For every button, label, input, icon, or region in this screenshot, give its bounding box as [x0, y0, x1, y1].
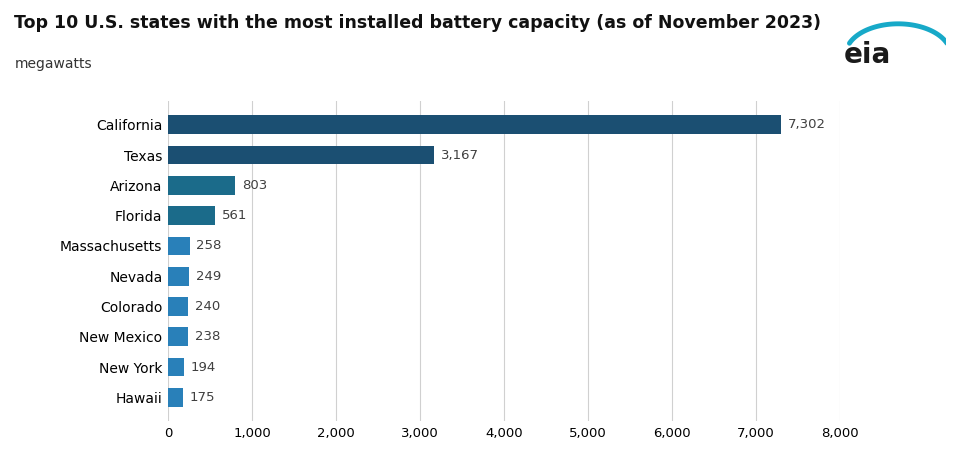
Text: Top 10 U.S. states with the most installed battery capacity (as of November 2023: Top 10 U.S. states with the most install… [14, 14, 822, 32]
Bar [168, 115, 781, 134]
Text: 3,167: 3,167 [441, 148, 479, 162]
Text: 238: 238 [195, 330, 220, 344]
Text: 175: 175 [189, 391, 215, 404]
Bar [168, 358, 184, 376]
Text: 803: 803 [242, 179, 268, 192]
Text: 258: 258 [197, 240, 222, 252]
Bar [168, 206, 215, 225]
Text: 194: 194 [191, 360, 216, 374]
Bar [168, 327, 188, 346]
Text: 240: 240 [195, 300, 220, 313]
Bar [168, 267, 189, 286]
Text: eia: eia [843, 41, 891, 69]
Text: 249: 249 [196, 270, 221, 283]
Text: 7,302: 7,302 [788, 118, 827, 131]
Bar [168, 176, 235, 195]
Bar [168, 388, 182, 407]
Bar [168, 236, 190, 255]
Text: 561: 561 [222, 209, 248, 222]
Text: megawatts: megawatts [14, 57, 92, 71]
Bar [168, 297, 188, 316]
Bar [168, 146, 434, 164]
